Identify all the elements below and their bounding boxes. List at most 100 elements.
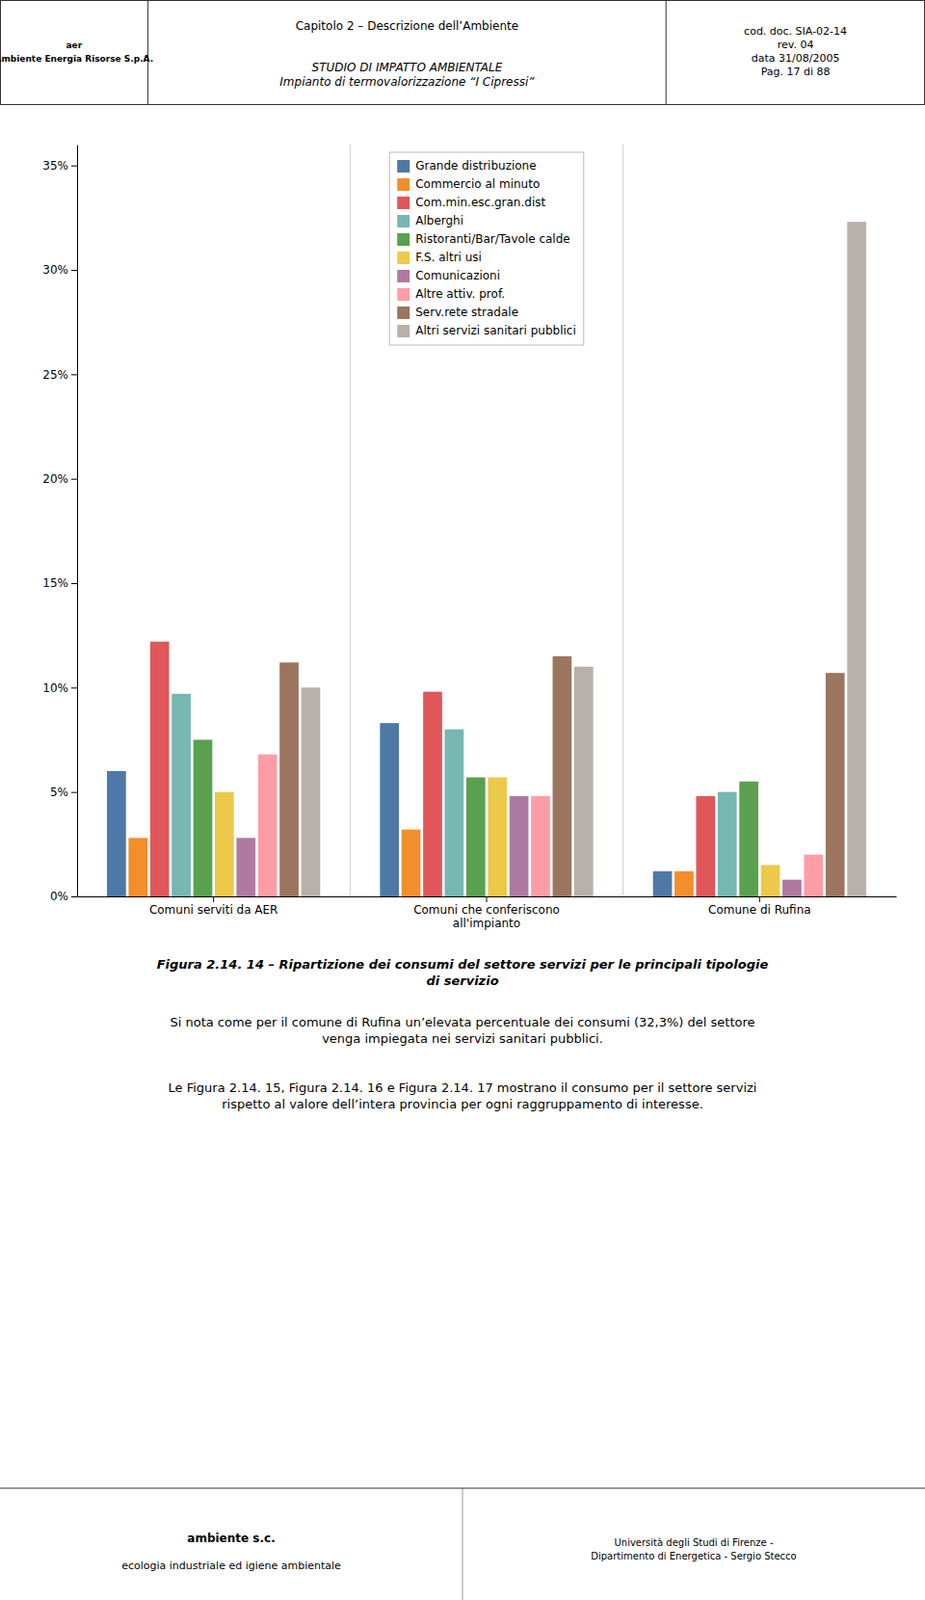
group-separator xyxy=(622,144,624,897)
legend-item: Com.min.esc.gran.dist xyxy=(396,195,546,210)
legend-swatch xyxy=(396,159,410,173)
header-frame xyxy=(0,0,925,106)
bar xyxy=(401,829,422,897)
y-tick-label: 0% xyxy=(50,889,69,903)
x-tick: Comuni che conferisconoall'impianto xyxy=(413,896,560,930)
text-line: rispetto al valore dell’intera provincia… xyxy=(221,1096,704,1111)
legend-swatch xyxy=(396,214,410,228)
bar xyxy=(846,221,867,897)
y-tick-label: 15% xyxy=(42,576,69,590)
legend-frame xyxy=(389,152,584,345)
legend-item: Serv.rete stradale xyxy=(396,305,519,319)
footer-divider xyxy=(462,1487,464,1600)
x-tick-label: Comune di Rufina xyxy=(708,902,812,917)
y-tick-label: 30% xyxy=(42,263,69,277)
y-tick: 25% xyxy=(42,368,78,382)
y-tick-mark xyxy=(71,373,78,375)
legend-item: Comunicazioni xyxy=(396,268,501,283)
legend: Grande distribuzione Commercio al minuto C… xyxy=(389,152,584,345)
y-axis: 0% 5% 10% 15% 20% 25% 30% 35% xyxy=(42,145,78,904)
bar xyxy=(214,792,235,897)
legend-label: Grande distribuzione xyxy=(415,158,536,173)
bar xyxy=(171,693,191,897)
header-center: STUDIO DI IMPATTO AMBIENTALEImpianto di … xyxy=(279,60,535,89)
legend-label: Serv.rete stradale xyxy=(415,305,519,319)
header: aer Ambiente Energia Risorse S.p.A. Capito… xyxy=(0,0,925,106)
header-left: Capitolo 2 – Descrizione dell’Ambiente xyxy=(295,19,519,33)
bar xyxy=(717,792,738,897)
text-line: venga impiegata nei servizi sanitari pub… xyxy=(321,1030,604,1046)
logo-text: aer Ambiente Energia Risorse S.p.A. xyxy=(0,40,154,64)
legend-label: Altre attiv. prof. xyxy=(415,287,505,301)
bar xyxy=(574,666,594,897)
legend-label: F.S. altri usi xyxy=(415,250,482,265)
page: aer Ambiente Energia Risorse S.p.A. Capito… xyxy=(0,0,925,1600)
legend-swatch xyxy=(396,178,410,191)
text-line: Ambiente Energia Risorse S.p.A. xyxy=(0,53,154,64)
x-tick-label: Comuni che conferisconoall'impianto xyxy=(413,902,560,930)
text-line: Impianto di termovalorizzazione “I Cipre… xyxy=(279,75,535,89)
bar xyxy=(236,837,256,897)
text-line: ambiente s.c. xyxy=(186,1531,275,1545)
bar xyxy=(761,865,781,898)
bar xyxy=(466,777,486,898)
y-tick-mark xyxy=(71,269,78,271)
text-line: Capitolo 2 – Descrizione dell’Ambiente xyxy=(295,19,519,33)
footer-right: Università degli Studi di Firenze -Dipar… xyxy=(590,1536,796,1561)
bar xyxy=(150,641,170,897)
bar xyxy=(379,722,399,897)
legend-item: Grande distribuzione xyxy=(396,158,536,173)
y-tick-mark xyxy=(71,165,78,167)
legend-label: Commercio al minuto xyxy=(415,177,540,191)
bar xyxy=(301,687,321,897)
bar xyxy=(279,661,299,897)
footer: ambiente s.c. ecologia industriale ed igi… xyxy=(0,1487,925,1600)
y-tick-mark xyxy=(71,582,78,584)
bar xyxy=(782,879,802,897)
chart: 0% 5% 10% 15% 20% 25% 30% 35% Comuni serviti da … xyxy=(42,144,897,930)
legend-swatch xyxy=(396,196,410,210)
text-line: aer xyxy=(65,40,82,51)
y-tick: 35% xyxy=(42,158,78,173)
y-tick: 20% xyxy=(42,472,78,486)
text-line: Figura 2.14. 14 – Ripartizione dei consu… xyxy=(157,956,769,972)
text-line: rev. 04 xyxy=(777,38,815,52)
y-tick-label: 25% xyxy=(42,368,69,382)
legend-item: Ristoranti/Bar/Tavole calde xyxy=(396,232,570,246)
x-tick-label: Comuni serviti da AER xyxy=(149,902,279,917)
group-separator xyxy=(349,144,351,897)
bar xyxy=(803,854,823,897)
legend-swatch xyxy=(396,269,410,283)
y-tick-mark xyxy=(71,687,78,688)
y-tick-mark xyxy=(71,792,78,793)
text-line: ecologia industriale ed igiene ambiental… xyxy=(121,1559,342,1572)
legend-swatch xyxy=(396,233,410,246)
text-line: Comuni serviti da AER xyxy=(149,902,279,917)
bar xyxy=(258,754,278,897)
header-right: cod. doc. SIA-02-14rev. 04data 31/08/200… xyxy=(743,25,847,79)
y-tick-label: 35% xyxy=(42,158,69,173)
body-text: Si nota come per il comune di Rufina un’… xyxy=(168,1014,758,1111)
y-tick: 5% xyxy=(50,785,78,799)
bar xyxy=(509,795,529,897)
x-axis: Comuni serviti da AER Comuni che conferis… xyxy=(78,896,898,930)
y-axis-line xyxy=(77,145,79,898)
text-line: Dipartimento di Energetica - Sergio Stec… xyxy=(590,1550,796,1561)
caption: Figura 2.14. 14 – Ripartizione dei consu… xyxy=(157,956,769,988)
legend-item: Commercio al minuto xyxy=(396,177,540,191)
x-tick: Comuni serviti da AER xyxy=(149,896,279,917)
bar xyxy=(422,691,443,897)
header-divider xyxy=(147,0,149,106)
legend-item: F.S. altri usi xyxy=(396,250,482,265)
bar xyxy=(739,781,759,897)
legend-swatch xyxy=(396,324,410,338)
y-tick-label: 10% xyxy=(42,681,69,695)
legend-swatch xyxy=(396,306,410,319)
legend-label: Com.min.esc.gran.dist xyxy=(415,195,546,210)
footer-left-subtitle: ecologia industriale ed igiene ambiental… xyxy=(121,1559,342,1572)
y-tick: 15% xyxy=(42,576,78,590)
legend-item: Altri servizi sanitari pubblici xyxy=(396,323,577,338)
y-tick: 10% xyxy=(42,681,78,695)
legend-item: Alberghi xyxy=(396,213,464,228)
x-tick-mark xyxy=(759,896,761,902)
